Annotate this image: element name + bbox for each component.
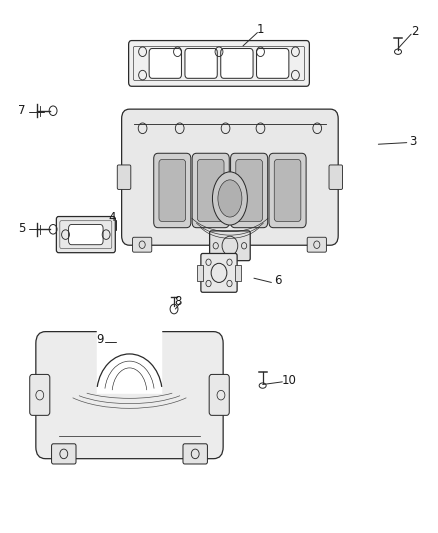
- FancyBboxPatch shape: [129, 41, 309, 86]
- FancyBboxPatch shape: [210, 231, 250, 261]
- FancyBboxPatch shape: [236, 160, 262, 221]
- FancyBboxPatch shape: [97, 325, 162, 394]
- FancyBboxPatch shape: [221, 49, 253, 78]
- Text: 5: 5: [18, 222, 25, 235]
- Ellipse shape: [259, 383, 266, 388]
- FancyBboxPatch shape: [36, 332, 223, 459]
- FancyBboxPatch shape: [198, 160, 224, 221]
- Bar: [235, 265, 241, 281]
- FancyBboxPatch shape: [122, 109, 338, 245]
- Text: 2: 2: [411, 25, 418, 38]
- Ellipse shape: [395, 49, 402, 54]
- Text: 6: 6: [274, 274, 282, 287]
- Text: 8: 8: [174, 295, 181, 308]
- Text: 10: 10: [282, 374, 296, 387]
- FancyBboxPatch shape: [329, 165, 343, 189]
- Ellipse shape: [218, 180, 242, 217]
- Text: 1: 1: [257, 23, 264, 36]
- Text: 3: 3: [410, 135, 417, 148]
- Text: 4: 4: [108, 211, 116, 224]
- FancyBboxPatch shape: [257, 49, 289, 78]
- FancyBboxPatch shape: [201, 254, 237, 292]
- FancyBboxPatch shape: [30, 374, 50, 415]
- FancyBboxPatch shape: [117, 165, 131, 189]
- FancyBboxPatch shape: [154, 154, 191, 228]
- FancyBboxPatch shape: [57, 216, 115, 253]
- FancyBboxPatch shape: [185, 49, 217, 78]
- FancyBboxPatch shape: [69, 224, 103, 245]
- FancyBboxPatch shape: [133, 237, 152, 252]
- Bar: [197, 265, 203, 281]
- FancyBboxPatch shape: [230, 154, 268, 228]
- FancyBboxPatch shape: [192, 154, 229, 228]
- FancyBboxPatch shape: [159, 160, 186, 221]
- FancyBboxPatch shape: [183, 444, 208, 464]
- FancyBboxPatch shape: [274, 160, 301, 221]
- Text: 9: 9: [96, 333, 104, 346]
- FancyBboxPatch shape: [307, 237, 326, 252]
- FancyBboxPatch shape: [149, 49, 181, 78]
- FancyBboxPatch shape: [134, 46, 304, 80]
- Text: 7: 7: [18, 104, 25, 117]
- FancyBboxPatch shape: [209, 374, 229, 415]
- FancyBboxPatch shape: [52, 444, 76, 464]
- FancyBboxPatch shape: [269, 154, 306, 228]
- Ellipse shape: [212, 172, 247, 225]
